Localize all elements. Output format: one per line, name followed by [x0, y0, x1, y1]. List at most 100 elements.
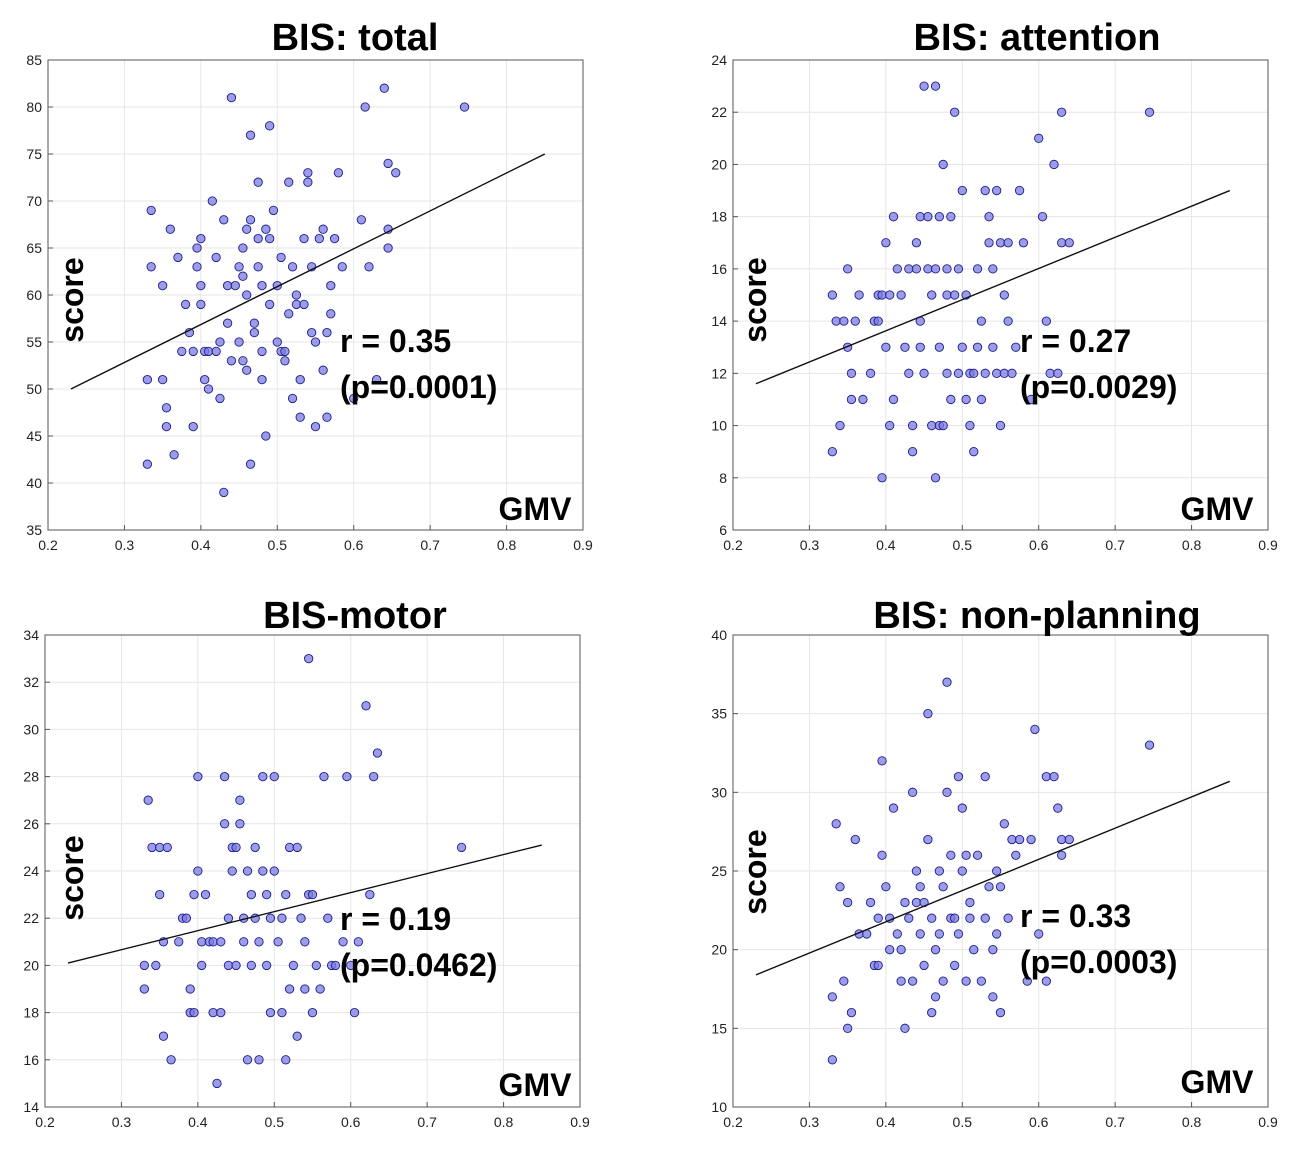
data-point	[946, 850, 956, 860]
y-tick-label: 16	[23, 1052, 39, 1068]
data-point	[827, 1055, 838, 1065]
data-point	[992, 185, 1002, 196]
data-point	[235, 795, 245, 805]
data-point	[215, 337, 225, 347]
y-tick-label: 25	[711, 863, 727, 879]
y-tick-label: 18	[23, 1005, 39, 1021]
data-point	[264, 299, 275, 310]
y-axis-label: score	[54, 835, 90, 920]
data-point	[223, 913, 234, 923]
y-tick-label: 20	[23, 957, 39, 973]
x-tick-label: 0.6	[344, 537, 364, 553]
data-point	[988, 992, 998, 1002]
data-point	[850, 316, 860, 326]
data-point	[1041, 316, 1052, 326]
data-point	[980, 185, 990, 196]
data-point	[174, 937, 184, 947]
data-point	[166, 1055, 176, 1065]
data-point	[915, 882, 925, 892]
data-point	[276, 252, 286, 263]
y-tick-label: 18	[711, 209, 727, 225]
data-point	[459, 102, 470, 112]
data-point	[371, 374, 382, 385]
data-point	[835, 882, 845, 892]
data-point	[896, 945, 906, 955]
data-point	[957, 185, 967, 196]
data-point	[326, 309, 336, 319]
y-axis-label: score	[737, 257, 773, 342]
data-point	[1056, 107, 1067, 117]
data-point	[961, 394, 971, 405]
x-tick-label: 0.8	[497, 537, 517, 553]
data-point	[995, 882, 1006, 892]
data-point	[911, 866, 922, 876]
y-tick-label: 6	[719, 522, 727, 538]
y-tick-label: 26	[23, 816, 39, 832]
data-point	[930, 473, 941, 483]
data-point	[1041, 771, 1052, 782]
data-point	[942, 290, 952, 300]
data-point	[245, 459, 256, 469]
data-point	[161, 403, 172, 413]
data-point	[383, 243, 393, 253]
data-point	[938, 159, 948, 170]
regression-line	[67, 844, 542, 964]
data-point	[304, 653, 314, 664]
data-point	[323, 913, 333, 923]
data-point	[911, 897, 922, 908]
x-tick-label: 0.9	[570, 1114, 590, 1130]
chart-title: BIS: total	[272, 17, 439, 59]
data-point	[242, 365, 252, 375]
data-point	[842, 897, 853, 908]
data-point	[965, 420, 975, 431]
x-tick-label: 0.8	[1182, 537, 1202, 553]
data-point	[261, 960, 272, 971]
data-point	[988, 342, 998, 352]
data-point	[946, 212, 956, 222]
data-point	[892, 264, 902, 274]
chart-panel-1: 0.2 0.3 0.4 0.5 0.6 0.7 0.8 0.9 35 40 45 50 55 60 65 70…	[26, 17, 593, 553]
data-point	[865, 368, 876, 378]
data-point	[846, 368, 857, 378]
data-point	[219, 487, 229, 498]
data-point	[923, 834, 933, 845]
data-point	[177, 346, 187, 357]
data-point	[196, 280, 206, 291]
data-point	[949, 960, 960, 971]
data-point	[888, 394, 899, 405]
x-tick-label: 0.2	[723, 1114, 743, 1130]
data-point	[253, 177, 263, 187]
data-point	[995, 1007, 1006, 1018]
data-point	[291, 290, 302, 300]
y-tick-label: 10	[711, 418, 727, 434]
x-tick-label: 0.9	[573, 537, 593, 553]
data-point	[1064, 238, 1074, 248]
data-point	[364, 262, 374, 272]
x-tick-label: 0.4	[191, 537, 211, 553]
data-point	[319, 771, 329, 782]
data-point	[1034, 929, 1044, 939]
y-tick-label: 28	[23, 769, 39, 785]
data-point	[1007, 834, 1017, 845]
data-point	[254, 1055, 264, 1065]
data-point	[877, 850, 887, 860]
data-point	[281, 1055, 291, 1065]
data-point	[965, 897, 975, 908]
data-point	[356, 215, 367, 225]
data-point	[246, 889, 257, 900]
data-point	[934, 929, 945, 939]
data-point	[216, 1007, 226, 1018]
data-point	[957, 866, 967, 876]
data-point	[927, 420, 937, 431]
data-point	[942, 677, 952, 687]
data-point	[372, 748, 383, 758]
data-point	[1014, 834, 1025, 845]
data-point	[1011, 342, 1021, 352]
data-point	[835, 420, 845, 431]
data-point	[322, 412, 332, 422]
data-point	[292, 1031, 302, 1041]
data-point	[907, 976, 918, 986]
y-tick-label: 35	[711, 706, 727, 722]
data-point	[927, 1007, 937, 1018]
correlation-p-label: (p=0.0001)	[340, 369, 497, 405]
